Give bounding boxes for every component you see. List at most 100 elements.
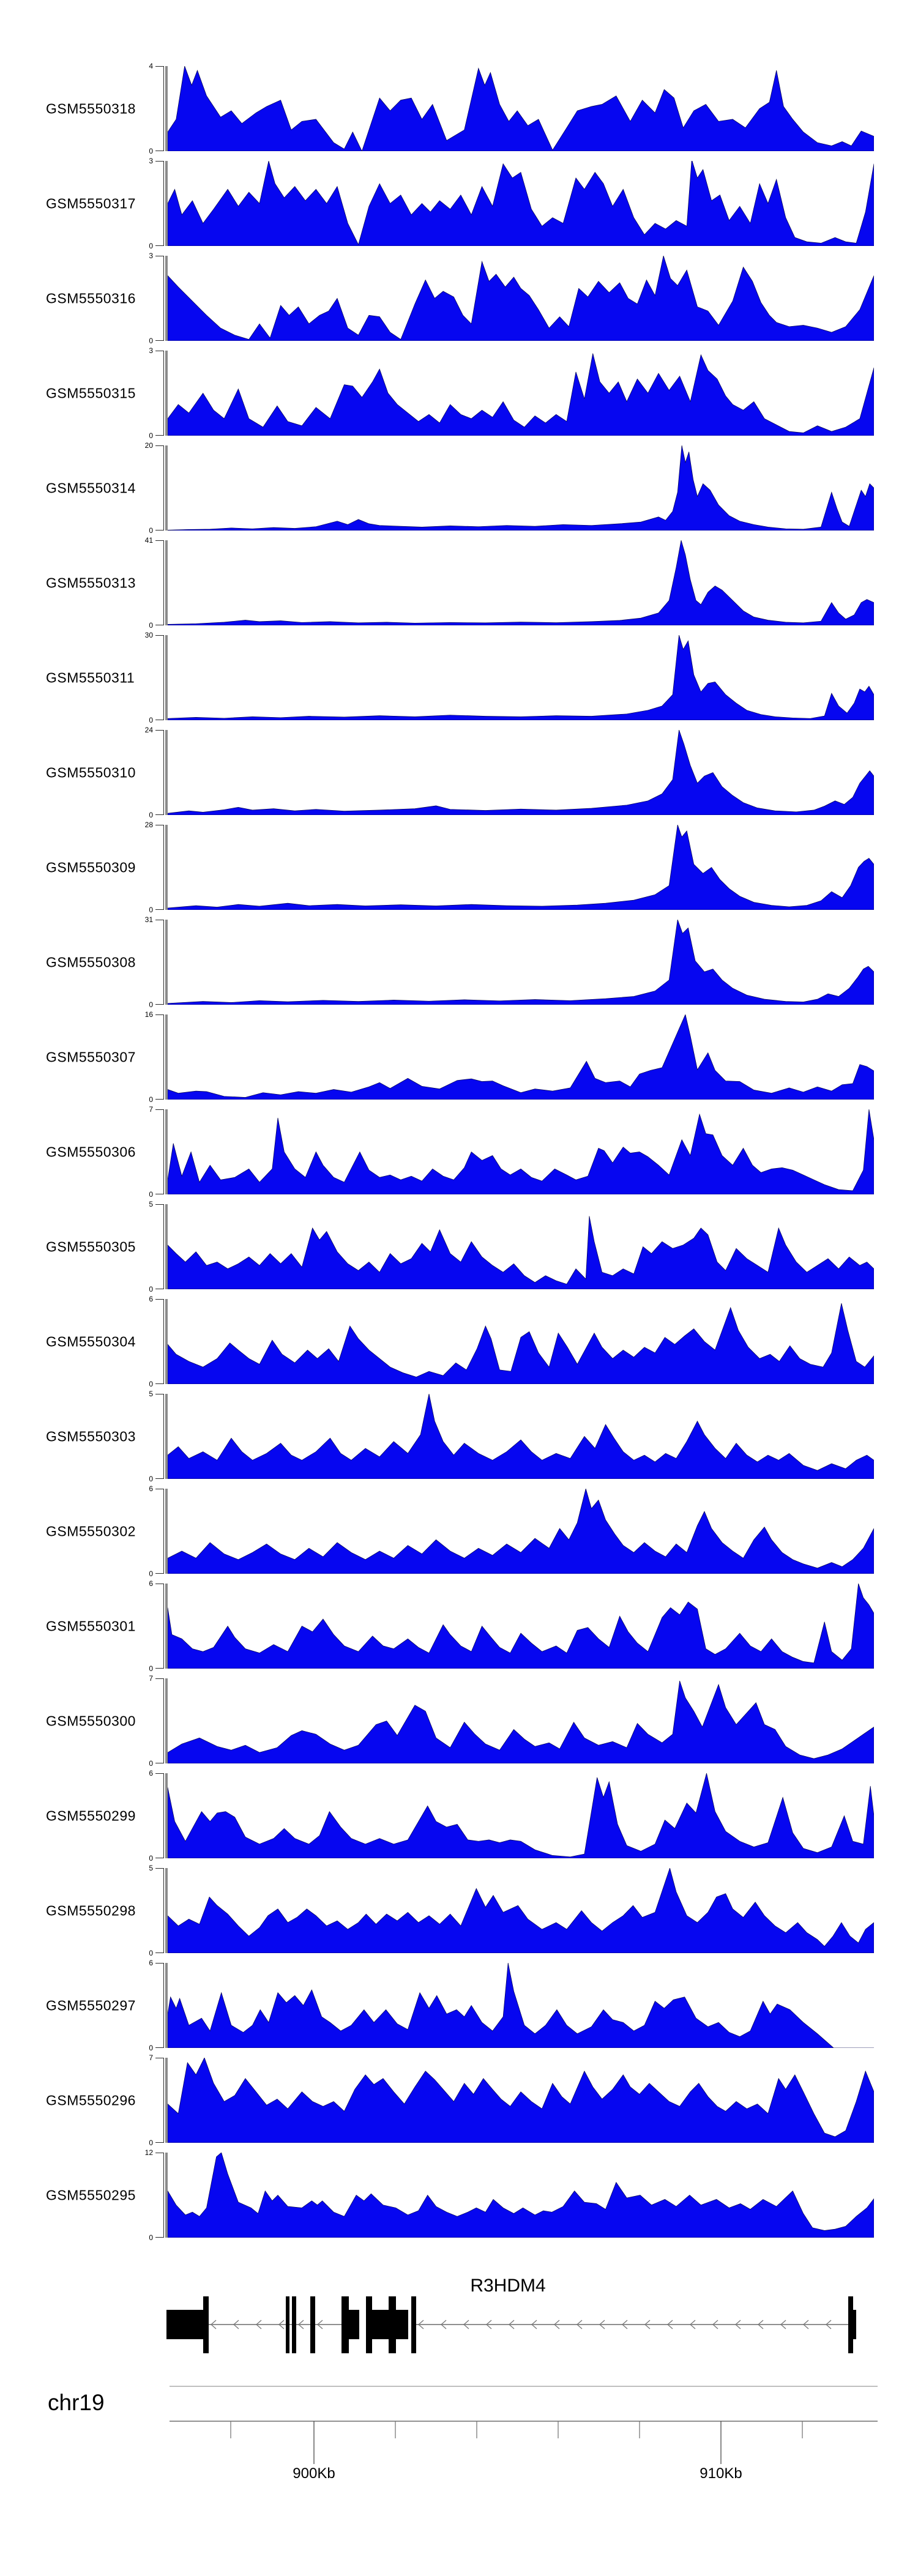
signal-track: GSM5550315 3 0	[0, 346, 918, 440]
signal-track: GSM5550309 28 0	[0, 821, 918, 914]
strand-arrow-icon	[599, 2320, 605, 2329]
y-axis-top-tick	[155, 1014, 164, 1015]
y-axis-max-label: 6	[149, 1769, 153, 1778]
y-axis: 12 0	[138, 2148, 166, 2242]
gene-glyph	[166, 2296, 856, 2353]
plot-left-border	[165, 1868, 168, 1953]
plot-left-border	[165, 351, 168, 436]
track-label: GSM5550309	[46, 859, 136, 875]
coverage-area	[168, 1303, 874, 1384]
y-axis-line	[163, 1394, 164, 1479]
y-axis-top-tick	[155, 1868, 164, 1869]
coverage-area-polygon	[168, 635, 874, 720]
signal-track: GSM5550303 5 0	[0, 1390, 918, 1483]
signal-track: GSM5550313 41 0	[0, 536, 918, 630]
track-label: GSM5550301	[46, 1618, 136, 1634]
y-axis-top-tick	[155, 1773, 164, 1774]
coverage-area-polygon	[168, 1216, 874, 1289]
signal-track: GSM5550297 6 0	[0, 1959, 918, 2052]
plot-left-border	[165, 1489, 168, 1574]
y-axis-max-label: 5	[149, 1200, 153, 1208]
plot-left-border	[165, 1299, 168, 1384]
coverage-area	[168, 920, 874, 1005]
y-axis-zero-label: 0	[149, 2044, 153, 2052]
y-axis-zero-label: 0	[149, 431, 153, 440]
y-axis-line	[163, 66, 164, 151]
exon-block	[396, 2310, 408, 2339]
coverage-area	[168, 1963, 874, 2048]
y-axis-bottom-tick	[155, 435, 164, 436]
chromosome-label: chr19	[48, 2390, 105, 2415]
coverage-area-polygon	[168, 1014, 874, 1100]
y-axis-max-label: 6	[149, 1484, 153, 1493]
plot-left-border	[165, 1394, 168, 1479]
y-axis-max-label: 24	[144, 726, 153, 734]
exon-block	[349, 2310, 359, 2339]
exon-block	[292, 2296, 296, 2353]
y-axis-line	[163, 1299, 164, 1384]
signal-track: GSM5550300 7 0	[0, 1674, 918, 1768]
plot-left-border	[165, 256, 168, 341]
track-label: GSM5550315	[46, 385, 136, 401]
plot-left-border	[165, 825, 168, 910]
y-axis-zero-label: 0	[149, 1000, 153, 1009]
track-label: GSM5550300	[46, 1713, 136, 1729]
signal-track: GSM5550295 12 0	[0, 2148, 918, 2242]
plot-left-border	[165, 635, 168, 720]
y-axis: 3 0	[138, 346, 166, 440]
y-axis-line	[163, 1584, 164, 1669]
coverage-area-polygon	[168, 730, 874, 815]
y-axis-max-label: 3	[149, 157, 153, 165]
y-axis: 5 0	[138, 1200, 166, 1294]
strand-arrow-icon	[826, 2320, 832, 2329]
y-axis: 16 0	[138, 1010, 166, 1104]
y-axis-bottom-tick	[155, 909, 164, 910]
y-axis-zero-label: 0	[149, 1949, 153, 1957]
y-axis-zero-label: 0	[149, 811, 153, 819]
coverage-area-polygon	[168, 920, 874, 1005]
y-axis-line	[163, 1678, 164, 1763]
strand-arrow-icon	[644, 2320, 651, 2329]
track-label: GSM5550304	[46, 1333, 136, 1349]
y-axis-line	[163, 351, 164, 436]
strand-arrow-icon	[509, 2320, 515, 2329]
exon-block	[341, 2296, 349, 2353]
plot-left-border	[165, 1109, 168, 1194]
strand-arrow-icon	[667, 2320, 673, 2329]
y-axis: 41 0	[138, 536, 166, 630]
coverage-area	[168, 1680, 874, 1763]
y-axis-max-label: 7	[149, 1105, 153, 1114]
coverage-area	[168, 540, 874, 625]
y-axis-line	[163, 920, 164, 1005]
y-axis-line	[163, 1963, 164, 2048]
y-axis-top-tick	[155, 1204, 164, 1205]
y-axis-line	[163, 1204, 164, 1289]
strand-arrow-icon	[622, 2320, 628, 2329]
signal-track: GSM5550305 5 0	[0, 1200, 918, 1294]
coverage-area	[168, 66, 874, 151]
y-axis-zero-label: 0	[149, 1854, 153, 1863]
coverage-area-polygon	[168, 540, 874, 625]
y-axis-top-tick	[155, 1299, 164, 1300]
exon-block	[389, 2296, 396, 2353]
coverage-area	[168, 445, 874, 530]
track-label: GSM5550302	[46, 1523, 136, 1539]
y-axis-zero-label: 0	[149, 1095, 153, 1104]
signal-track: GSM5550296 7 0	[0, 2053, 918, 2147]
y-axis-zero-label: 0	[149, 1190, 153, 1199]
coverage-area-polygon	[168, 161, 874, 246]
y-axis-max-label: 6	[149, 1295, 153, 1303]
y-axis-top-tick	[155, 66, 164, 67]
strand-arrow-icon	[531, 2320, 537, 2329]
y-axis-bottom-tick	[155, 1004, 164, 1005]
y-axis: 20 0	[138, 441, 166, 535]
coverage-area	[168, 1489, 874, 1574]
y-axis-bottom-tick	[155, 245, 164, 246]
y-axis-top-tick	[155, 1109, 164, 1110]
y-axis-zero-label: 0	[149, 1759, 153, 1768]
signal-track: GSM5550318 4 0	[0, 62, 918, 155]
y-axis-max-label: 5	[149, 1864, 153, 1872]
track-label: GSM5550296	[46, 2092, 136, 2108]
coverage-area	[168, 730, 874, 815]
strand-arrow-icon	[735, 2320, 741, 2329]
